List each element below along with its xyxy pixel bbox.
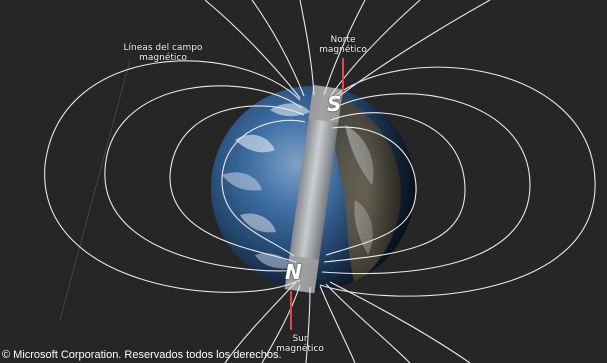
field-line	[325, 126, 417, 256]
south-label: Sur magnético	[270, 334, 330, 354]
field-line	[319, 66, 596, 297]
field-line	[329, 281, 471, 363]
north-label-line2: magnético	[319, 45, 367, 55]
field-line	[221, 119, 306, 257]
field-line	[261, 284, 301, 363]
field-line	[319, 285, 356, 363]
north-pole-letter: N	[285, 260, 302, 284]
field-line	[251, 0, 305, 97]
field-line	[299, 0, 315, 96]
field-line	[204, 0, 301, 99]
field-lines-label-line1: Líneas del campo	[123, 43, 203, 53]
field-line	[44, 60, 301, 293]
field-line	[323, 0, 366, 96]
bar-magnet	[284, 85, 344, 294]
copyright-text: © Microsoft Corporation. Reservados todo…	[2, 349, 282, 361]
south-label-line1: Sur	[292, 334, 308, 344]
field-lines-label-line2: magnético	[139, 53, 187, 63]
field-line	[305, 286, 311, 363]
field-line	[325, 283, 411, 363]
field-line	[169, 105, 305, 263]
field-lines	[44, 0, 596, 363]
north-label: Norte magnético	[300, 35, 386, 55]
faint-line	[59, 59, 131, 321]
field-line	[323, 112, 466, 263]
field-lines-label: Líneas del campo magnético	[98, 43, 228, 63]
south-label-line2: magnético	[276, 344, 324, 354]
field-line	[333, 0, 491, 101]
field-line	[104, 85, 303, 272]
north-label-line1: Norte	[330, 35, 356, 45]
field-line	[329, 0, 421, 98]
field-line	[224, 281, 297, 363]
south-pole-letter: S	[327, 92, 342, 116]
field-line	[321, 93, 531, 275]
